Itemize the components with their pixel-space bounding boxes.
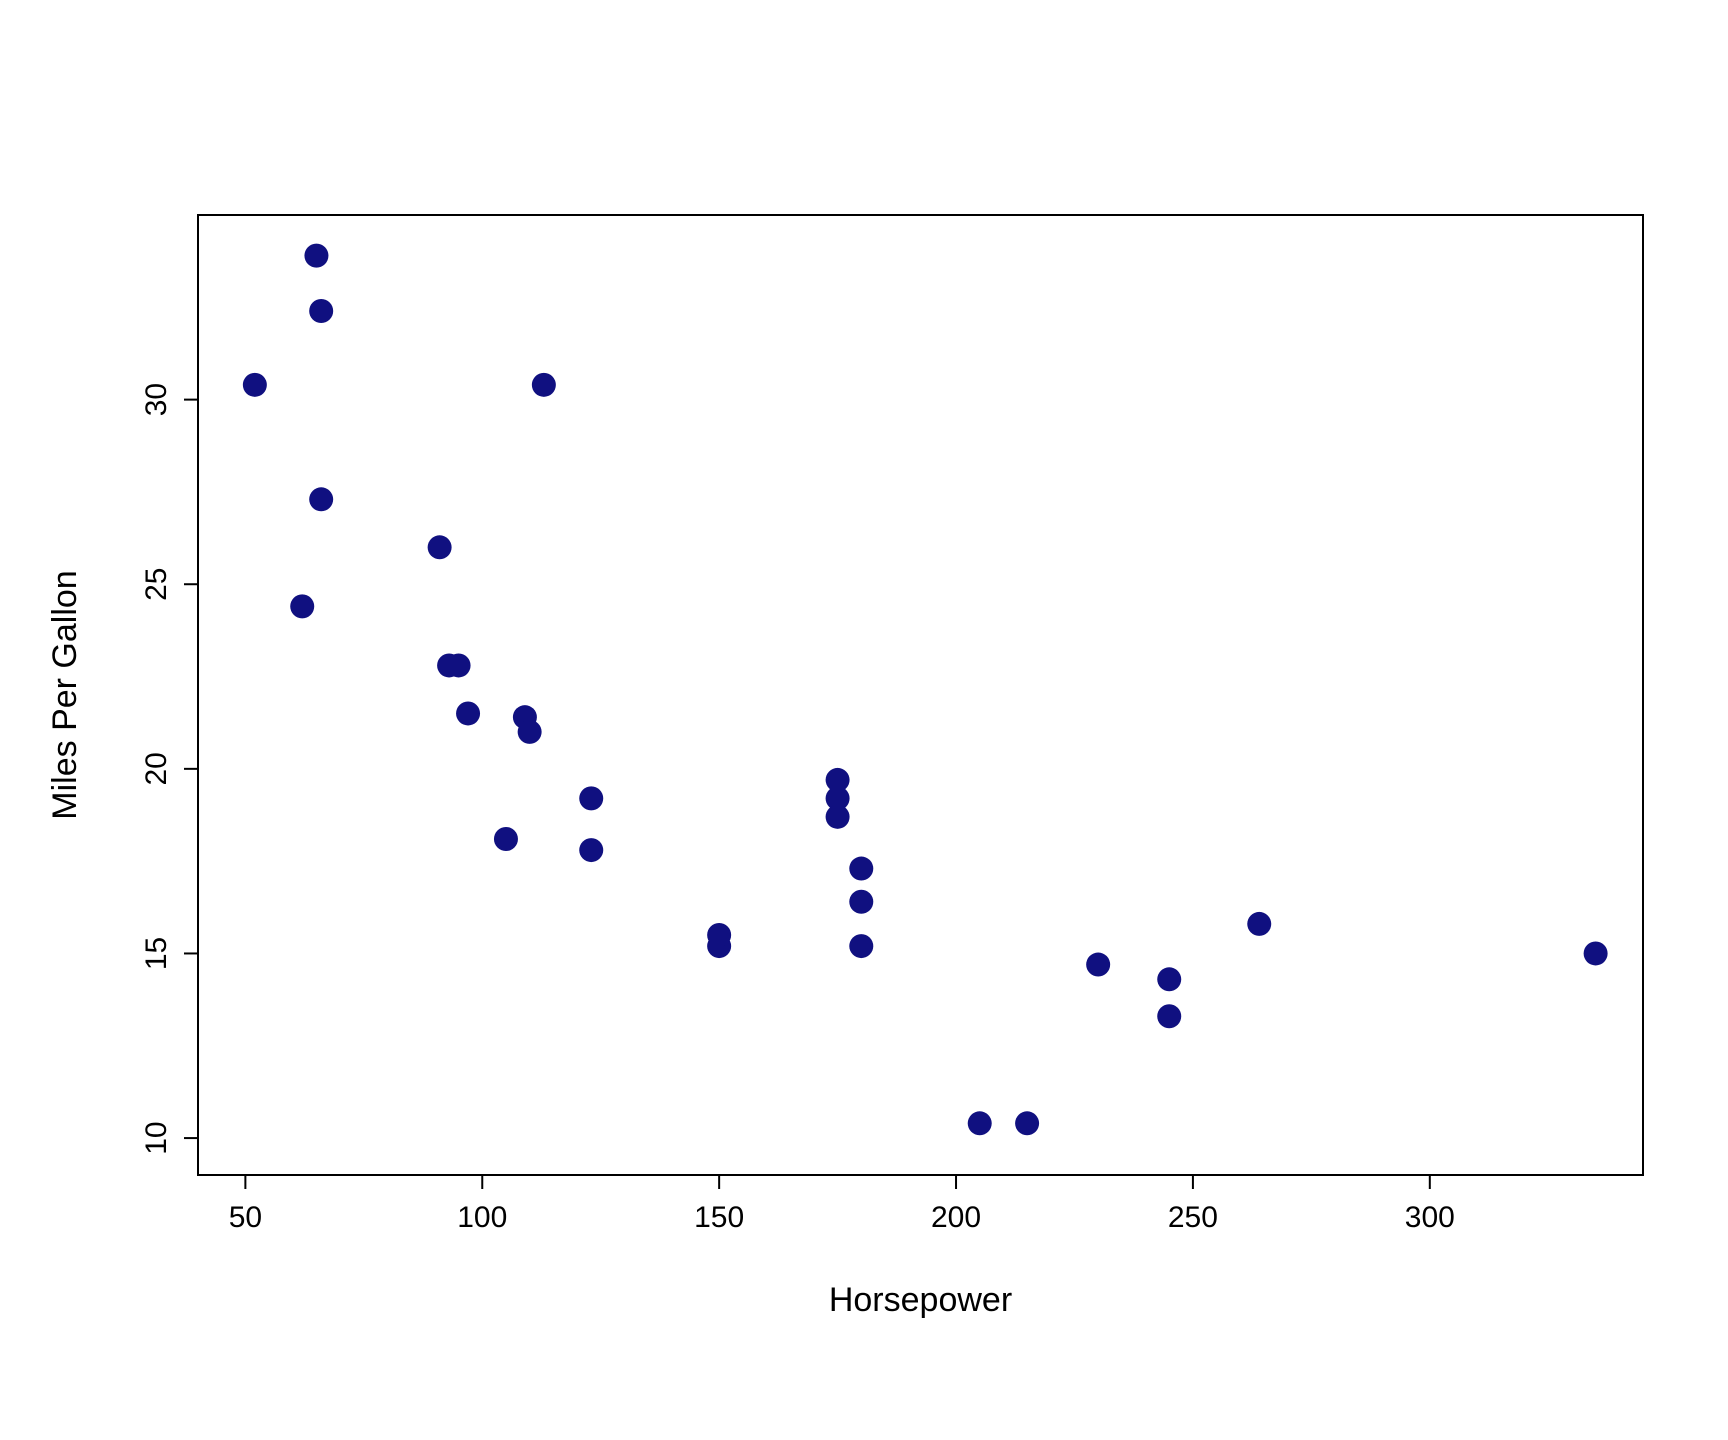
data-point (1086, 953, 1110, 977)
data-point (849, 857, 873, 881)
data-point (447, 653, 471, 677)
y-tick-label: 30 (140, 383, 173, 416)
scatter-chart: 50 100 150 200 250 300 10 15 20 25 30 Horsepower Mil… (0, 0, 1728, 1440)
x-tick-label: 100 (457, 1201, 507, 1234)
data-point (243, 373, 267, 397)
x-axis-label: Horsepower (829, 1281, 1012, 1319)
data-point (826, 805, 850, 829)
data-point (1584, 941, 1608, 965)
chart-container: 50 100 150 200 250 300 10 15 20 25 30 Horsepower Mil… (0, 0, 1728, 1440)
data-point (428, 535, 452, 559)
data-point (518, 720, 542, 744)
x-tick-label: 200 (931, 1201, 981, 1234)
data-point (707, 923, 731, 947)
y-tick-label: 20 (140, 752, 173, 785)
data-point (1157, 1004, 1181, 1028)
x-tick-label: 250 (1168, 1201, 1218, 1234)
data-point (1157, 967, 1181, 991)
data-point (579, 786, 603, 810)
data-point (309, 299, 333, 323)
data-point (532, 373, 556, 397)
x-tick-label: 150 (694, 1201, 744, 1234)
data-point (579, 838, 603, 862)
data-point (849, 890, 873, 914)
data-point (494, 827, 518, 851)
data-point (309, 487, 333, 511)
data-point (968, 1111, 992, 1135)
data-point (1015, 1111, 1039, 1135)
x-tick-label: 50 (229, 1201, 262, 1234)
y-tick-label: 15 (140, 937, 173, 970)
data-point (304, 244, 328, 268)
y-tick-label: 10 (140, 1121, 173, 1154)
data-point (456, 701, 480, 725)
data-point (1247, 912, 1271, 936)
x-tick-label: 300 (1405, 1201, 1455, 1234)
data-point (290, 594, 314, 618)
data-point (849, 934, 873, 958)
y-tick-label: 25 (140, 568, 173, 601)
y-axis-label: Miles Per Gallon (46, 570, 84, 819)
